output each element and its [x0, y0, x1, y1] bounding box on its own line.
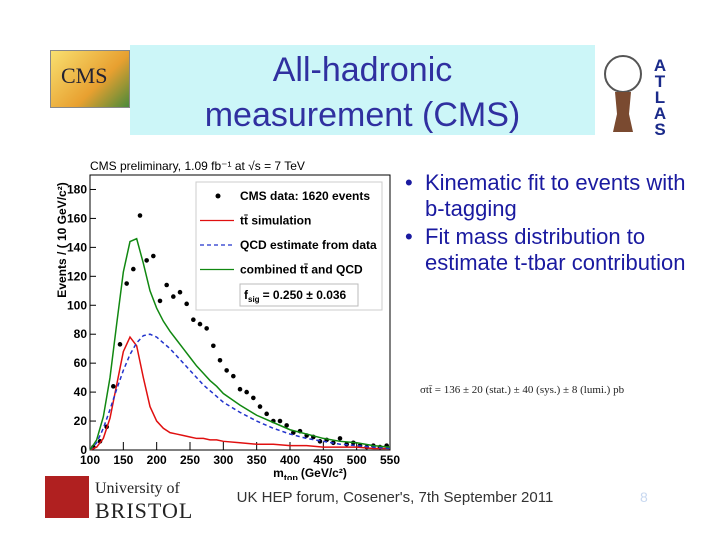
cms-logo-text: CMS [61, 63, 108, 88]
fit-box [239, 283, 359, 307]
data-point [137, 213, 143, 218]
x-tick-label: 500 [347, 453, 367, 467]
bristol-logo: University of BRISTOL [95, 480, 193, 524]
data-point [211, 343, 216, 349]
data-point [157, 298, 163, 304]
bristol-crest [45, 476, 89, 518]
x-tick-label: 250 [180, 453, 200, 467]
title-line: All-hadronic [272, 51, 453, 89]
series-line [89, 333, 391, 451]
fit-symbol: f [244, 288, 249, 302]
data-point [191, 317, 196, 323]
bullet: Fit mass distribution to estimate t-tbar… [405, 224, 710, 276]
chart-title: CMS preliminary, 1.09 fb⁻¹ at √s = 7 TeV [90, 159, 305, 173]
x-tick-label: 200 [147, 453, 167, 467]
data-point [244, 389, 249, 395]
data-point [177, 289, 183, 295]
data-point [231, 373, 236, 379]
x-label-text: (GeV/c²) [301, 466, 347, 480]
data-point [337, 436, 343, 441]
x-label-symbol: m [273, 466, 284, 480]
x-tick-label: 450 [313, 453, 333, 467]
data-point [277, 418, 283, 424]
y-tick-label: 140 [67, 240, 87, 254]
y-axis-label: Events / ( 10 GeV/c²) [55, 182, 69, 297]
data-point [124, 281, 129, 286]
university-text: BRISTOL [95, 498, 194, 523]
y-tick-label: 120 [67, 269, 87, 283]
data-point [151, 253, 156, 259]
data-point [264, 411, 269, 417]
data-point [117, 342, 123, 347]
data-point [224, 368, 229, 373]
y-tick-label: 40 [74, 385, 88, 399]
data-point [251, 395, 256, 401]
data-point [284, 423, 289, 428]
legend-label: CMS data: 1620 events [240, 189, 370, 203]
fit-subscript: sig [248, 295, 260, 304]
y-tick-label: 80 [74, 327, 88, 341]
data-point [144, 258, 149, 263]
data-point [184, 301, 189, 307]
data-point [204, 326, 209, 331]
y-tick-label: 0 [80, 443, 87, 457]
y-tick-label: 60 [74, 356, 88, 370]
x-label-subscript: top [284, 473, 298, 480]
x-tick-label: 100 [80, 453, 100, 467]
data-point [131, 266, 136, 272]
legend-label: combined tt̄ and QCD [240, 263, 363, 277]
y-tick-label: 20 [74, 414, 88, 428]
data-point [164, 282, 169, 288]
fit-text: = 0.250 ± 0.036 [263, 288, 347, 302]
footer-text: UK HEP forum, Cosener's, 7th September 2… [236, 489, 554, 506]
series-line [89, 335, 390, 451]
title-line: measurement (CMS) [204, 96, 521, 134]
x-tick-label: 300 [213, 453, 233, 467]
data-point [237, 386, 243, 392]
x-tick-label: 150 [113, 453, 133, 467]
result-formula: σtt̄ = 136 ± 20 (stat.) ± 40 (sys.) ± 8 … [420, 384, 625, 396]
data-point [111, 384, 116, 389]
series-line [89, 237, 391, 451]
x-tick-label: 350 [247, 453, 267, 467]
x-axis-label: mtop (GeV/c²) [273, 466, 347, 480]
legend-symbol [215, 193, 221, 199]
y-tick-label: 160 [67, 211, 87, 225]
data-point [197, 321, 203, 327]
cms-logo: CMS [50, 50, 130, 108]
legend-label: tt̄ simulation [240, 214, 311, 228]
x-tick-label: 550 [380, 453, 400, 467]
bullet-list: Kinematic fit to events with b-tagging F… [405, 170, 710, 278]
y-tick-label: 100 [67, 298, 87, 312]
slide-title: All-hadronic measurement (CMS) [130, 48, 595, 138]
data-point [171, 294, 176, 299]
plot-frame [89, 174, 391, 451]
x-tick-label: 400 [280, 453, 300, 467]
atlas-figure [604, 55, 642, 132]
university-text: University of [95, 480, 180, 497]
legend-box [195, 181, 383, 311]
data-point [257, 404, 263, 409]
title-band [130, 45, 595, 135]
atlas-logo: ATLAS [653, 56, 667, 139]
y-tick-label: 180 [67, 182, 87, 196]
legend-label: QCD estimate from data [240, 238, 377, 252]
bullet: Kinematic fit to events with b-tagging [405, 170, 710, 222]
fit-result: fsig = 0.250 ± 0.036 [244, 288, 347, 304]
data-point [217, 357, 223, 363]
page-number: 8 [640, 489, 648, 505]
chart: 0 20 40 60 80 100 120 140 160 180 100 150 200 250 300 3… [55, 159, 400, 480]
